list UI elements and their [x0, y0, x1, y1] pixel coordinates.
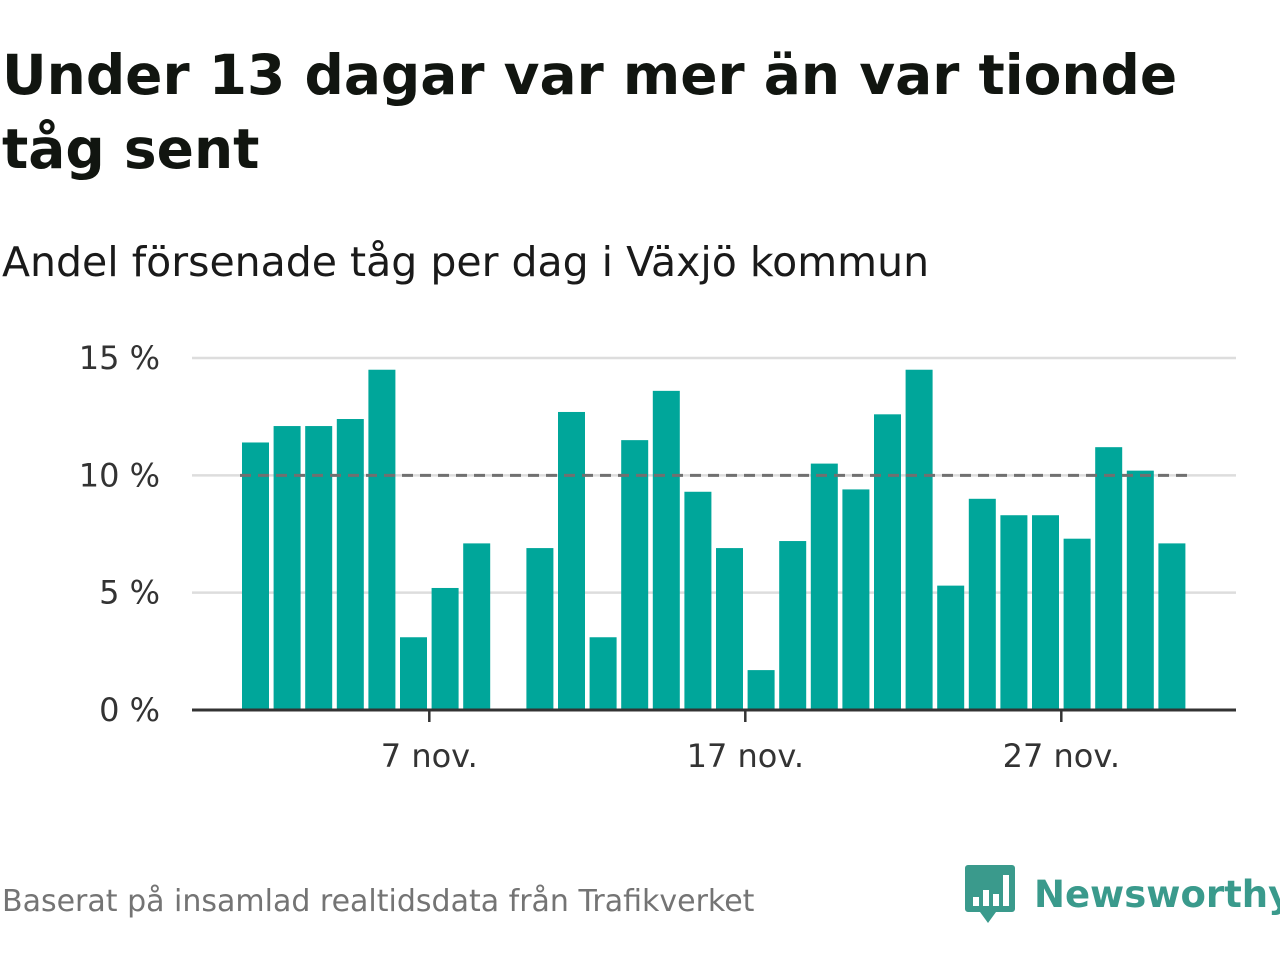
bar — [336, 419, 364, 710]
y-tick-label: 15 % — [79, 339, 160, 377]
bar — [716, 548, 743, 710]
bar — [526, 548, 554, 710]
bar — [652, 390, 680, 710]
bar — [305, 426, 333, 710]
chart-title: Under 13 dagar var mer än var tionde tåg… — [2, 43, 1178, 181]
bar — [1032, 515, 1059, 710]
bar — [684, 491, 712, 710]
bars-layer — [242, 369, 1186, 710]
bar — [968, 498, 996, 710]
bar — [1095, 447, 1123, 710]
bar — [842, 489, 870, 710]
bar — [273, 426, 301, 710]
bar — [905, 369, 933, 710]
bar-chart: 0 % 5 % 10 % 15 % 7 nov. 17 nov. 27 nov. — [79, 339, 1236, 775]
newsworthy-logo-icon — [965, 865, 1015, 923]
bar — [589, 637, 617, 710]
bar — [368, 369, 396, 710]
x-tick-label: 27 nov. — [1003, 737, 1120, 775]
bar — [1158, 543, 1186, 710]
brand-name: Newsworthy — [1034, 872, 1280, 916]
source-note: Baserat på insamlad realtidsdata från Tr… — [2, 884, 755, 919]
chart-subtitle: Andel försenade tåg per dag i Växjö komm… — [2, 238, 930, 286]
x-tick-label: 7 nov. — [381, 737, 478, 775]
bar — [1126, 470, 1154, 710]
bar — [1000, 515, 1028, 710]
bar — [400, 637, 427, 710]
bar — [747, 670, 775, 710]
bar — [1063, 538, 1091, 710]
y-tick-label: 5 % — [99, 574, 160, 612]
x-tick-label: 17 nov. — [687, 737, 804, 775]
y-tick-label: 10 % — [79, 456, 160, 494]
axis-layer: 0 % 5 % 10 % 15 % 7 nov. 17 nov. 27 nov. — [79, 339, 1236, 775]
bar — [937, 585, 965, 710]
bar — [810, 463, 838, 710]
bar — [621, 440, 649, 710]
bar — [242, 442, 269, 710]
brand-logo[interactable]: Newsworthy — [964, 862, 1280, 926]
bar — [558, 411, 585, 710]
y-tick-label: 0 % — [99, 691, 160, 729]
bar — [431, 587, 459, 710]
bar — [779, 541, 807, 710]
bar — [463, 543, 491, 710]
bar — [874, 414, 901, 710]
